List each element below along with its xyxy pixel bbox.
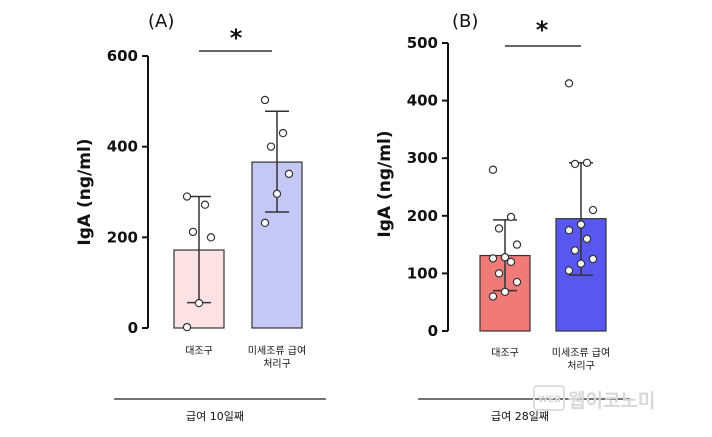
data-point: [488, 292, 498, 301]
data-point: [284, 169, 294, 179]
data-point: [494, 269, 504, 278]
category-label: 처리구: [263, 358, 291, 370]
data-point: [512, 277, 522, 287]
data-point: [194, 298, 204, 308]
data-point: [188, 227, 198, 237]
panel-label: (B): [452, 11, 478, 32]
significance-marker: *: [536, 16, 549, 44]
data-point: [272, 189, 282, 199]
data-point: [206, 233, 216, 242]
y-axis-label: IgA (ng/ml): [75, 138, 95, 245]
data-point: [570, 246, 580, 255]
data-point: [564, 79, 574, 88]
data-point: [582, 158, 592, 168]
category-label: 처리구: [567, 360, 595, 372]
y-tick-label: 300: [407, 149, 438, 167]
data-point: [182, 322, 192, 332]
data-point: [512, 240, 522, 249]
data-point: [260, 95, 270, 105]
data-point: [488, 254, 498, 263]
data-point: [564, 266, 574, 275]
data-point: [588, 254, 598, 264]
data-point: [260, 218, 270, 228]
category-label: 미세조류 급여: [248, 345, 306, 357]
panel-label: (A): [148, 11, 174, 32]
data-point: [200, 200, 210, 209]
y-tick-label: 500: [407, 34, 438, 52]
watermark: WEB 웹이코노미: [533, 385, 655, 412]
y-tick-label: 400: [107, 138, 138, 156]
data-point: [506, 212, 516, 222]
y-tick-label: 0: [428, 322, 438, 340]
footer-label: 급여 10일째: [186, 409, 244, 423]
y-tick-label: 600: [107, 47, 138, 65]
watermark-text: 웹이코노미: [568, 390, 655, 412]
watermark-badge-icon: [533, 385, 565, 411]
category-label: 대조구: [491, 347, 519, 359]
watermark-small-text: WEB: [538, 395, 561, 405]
data-point: [506, 257, 516, 267]
data-point: [564, 225, 574, 235]
data-point: [494, 224, 504, 233]
y-tick-label: 200: [407, 207, 438, 225]
category-label: 미세조류 급여: [552, 347, 610, 359]
footer-label: 급여 28일째: [491, 409, 549, 423]
data-point: [576, 220, 586, 229]
data-point: [500, 253, 510, 262]
y-axis-label: IgA (ng/ml): [375, 130, 395, 237]
data-point: [500, 287, 510, 297]
significance-marker: *: [230, 24, 243, 52]
data-point: [266, 142, 276, 151]
data-point: [182, 192, 192, 201]
category-label: 대조구: [185, 345, 213, 357]
data-point: [582, 234, 592, 244]
y-tick-label: 0: [128, 319, 138, 337]
y-tick-label: 200: [107, 228, 138, 246]
data-point: [576, 259, 586, 268]
chart-panel-b: (B) 0 100 200 300 400 500 IgA (ng/ml) 대조구 미세조류 급여…: [375, 11, 630, 423]
data-point: [278, 128, 288, 138]
y-tick-label: 400: [407, 92, 438, 110]
y-tick-label: 100: [407, 264, 438, 282]
data-point: [570, 159, 580, 169]
data-point: [588, 205, 598, 215]
data-point: [488, 165, 498, 174]
